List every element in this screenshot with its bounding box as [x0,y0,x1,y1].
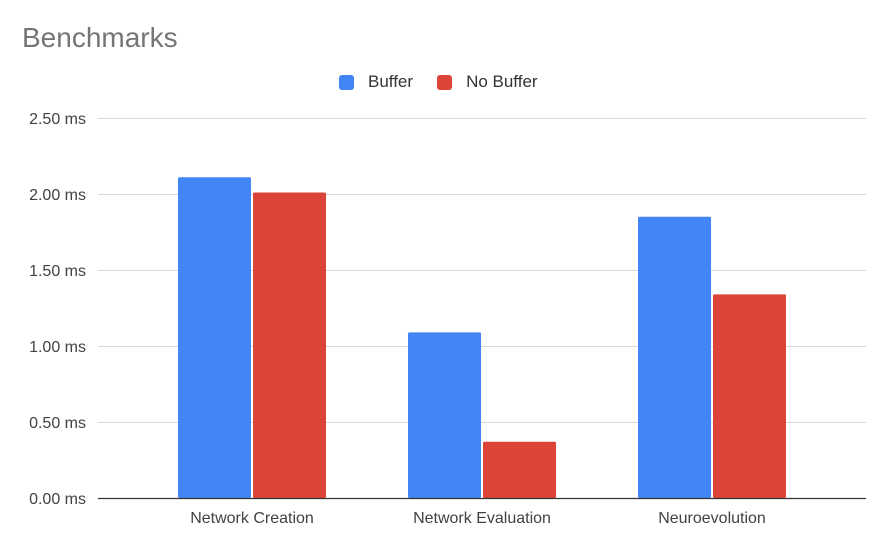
x-tick-label: Neuroevolution [658,510,766,527]
legend-swatch-buffer [339,74,354,90]
y-tick-label: 1.50 ms [29,263,86,280]
x-tick-label: Network Evaluation [413,510,551,527]
bar-no-buffer [253,192,326,499]
y-tick-label: 2.50 ms [29,111,86,128]
bar-buffer [638,216,711,499]
bar-buffer [408,332,481,498]
chart-title: Benchmarks [22,22,178,53]
y-tick-label: 1.00 ms [29,339,86,356]
x-tick-label: Network Creation [190,510,314,527]
legend-item-no-buffer[interactable]: No Buffer [437,72,538,92]
legend-swatch-no-buffer [437,74,453,90]
legend-label-buffer: Buffer [368,72,414,91]
y-tick-label: 2.00 ms [29,187,86,204]
bar-buffer [178,177,251,498]
bar-no-buffer [713,294,786,498]
chart-legend: Buffer No Buffer [339,72,562,92]
bar-no-buffer [483,441,556,498]
y-tick-label: 0.50 ms [29,415,86,432]
legend-item-buffer[interactable]: Buffer [339,72,413,92]
y-tick-label: 0.00 ms [29,491,86,508]
legend-label-no-buffer: No Buffer [466,72,538,91]
